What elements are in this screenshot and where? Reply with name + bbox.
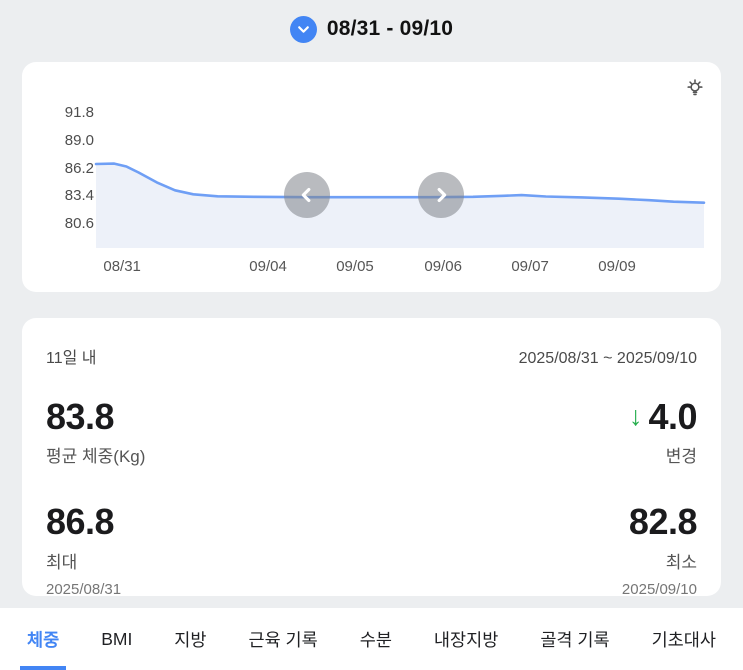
tab-label: BMI — [101, 628, 133, 649]
change-label: 변경 — [665, 447, 697, 467]
tab-label: 지방 — [174, 629, 207, 650]
min-weight-value: 82.8 — [628, 501, 698, 543]
weight-chart-card: 91.8 89.0 86.2 83.4 80.6 08/31 09/04 09/05 09/0… — [22, 62, 721, 292]
chevron-right-icon — [437, 187, 447, 203]
max-weight-value: 86.8 — [46, 501, 115, 543]
chart-area-fill — [96, 163, 704, 248]
tab-bmr[interactable]: 기초대사 — [652, 608, 716, 670]
period-days-label: 11일 내 — [46, 350, 97, 367]
tab-water[interactable]: 수분 — [360, 608, 392, 670]
max-weight-label: 최대 — [46, 552, 78, 572]
tab-bar: 체중 BMI 지방 근육 기록 수분 내장지방 골격 기록 기초대사 — [0, 608, 743, 670]
change-value: 4.0 — [648, 396, 697, 437]
prev-period-button[interactable] — [284, 172, 330, 218]
tab-label: 기초대사 — [651, 629, 716, 650]
chevron-down-circle-icon[interactable] — [289, 15, 317, 43]
chevron-left-icon — [301, 187, 311, 203]
date-range-selector[interactable]: 08/31 - 09/10 — [0, 0, 743, 58]
tab-label: 체중 — [27, 629, 60, 650]
average-weight-label: 평균 체중(Kg) — [46, 447, 146, 467]
tab-weight[interactable]: 체중 — [20, 608, 67, 670]
down-arrow-icon: ↓ — [628, 401, 643, 432]
tab-visceral-fat[interactable]: 내장지방 — [434, 608, 498, 670]
tab-label: 근육 기록 — [248, 629, 318, 650]
min-weight-label: 최소 — [665, 552, 697, 572]
tab-label: 골격 기록 — [540, 629, 610, 650]
tab-bmi[interactable]: BMI — [101, 608, 132, 670]
average-weight-value: 83.8 — [46, 396, 115, 437]
summary-card: 11일 내 2025/08/31 ~ 2025/09/10 83.8 평균 체중… — [22, 318, 721, 598]
period-range-label: 2025/08/31 ~ 2025/09/10 — [518, 350, 697, 367]
max-weight-date: 2025/08/31 — [46, 580, 122, 598]
next-period-button[interactable] — [418, 172, 464, 218]
tab-fat[interactable]: 지방 — [174, 608, 206, 670]
min-weight-date: 2025/09/10 — [621, 580, 697, 598]
weight-chart — [94, 162, 706, 248]
tab-skeletal-log[interactable]: 골격 기록 — [540, 608, 609, 670]
tab-label: 수분 — [359, 629, 392, 650]
date-range-title: 08/31 - 09/10 — [326, 17, 454, 40]
chart-line — [94, 162, 706, 204]
tab-muscle-log[interactable]: 근육 기록 — [248, 608, 317, 670]
active-tab-underline — [20, 666, 67, 670]
tab-label: 내장지방 — [433, 629, 499, 650]
tip-icon[interactable] — [683, 76, 707, 100]
